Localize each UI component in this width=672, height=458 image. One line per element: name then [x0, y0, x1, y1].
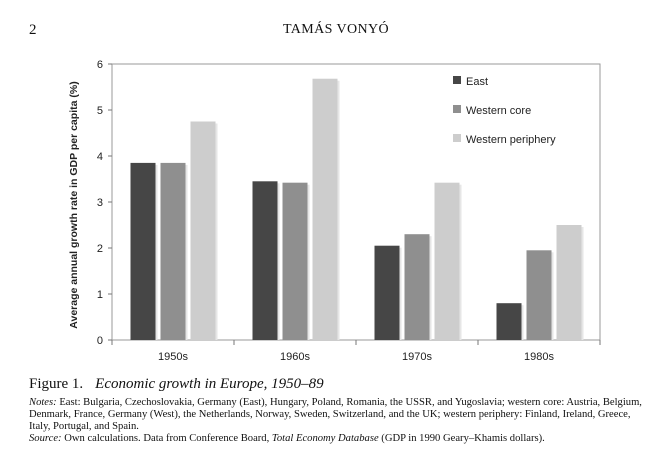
y-tick-label: 5: [97, 105, 103, 117]
figure-caption: Figure 1. Economic growth in Europe, 1950…: [29, 376, 324, 393]
legend-label: Western periphery: [466, 134, 556, 146]
source-text-end: (GDP in 1990 Geary–Khamis dollars).: [381, 433, 545, 444]
bar-western-core-1960s: [282, 182, 308, 340]
legend-swatch: [453, 134, 461, 142]
running-head: TAMÁS VONYÓ: [282, 22, 390, 37]
bar-western-periphery-1950s: [190, 121, 216, 340]
x-tick-label: 1960s: [280, 351, 310, 363]
legend-swatch: [453, 76, 461, 84]
bar-western-periphery-1980s: [556, 225, 582, 340]
figure-title: Economic growth in Europe, 1950–89: [95, 376, 324, 392]
x-tick-label: 1950s: [158, 351, 188, 363]
bar-western-periphery-1970s: [434, 182, 460, 340]
figure-label: Figure 1.: [29, 376, 84, 392]
bar-western-core-1980s: [526, 250, 552, 340]
bar-east-1960s: [252, 181, 278, 340]
bar-western-core-1950s: [160, 162, 186, 340]
page-number: 2: [29, 22, 37, 38]
y-tick-label: 6: [97, 59, 103, 71]
bar-east-1950s: [130, 162, 156, 340]
bar-east-1970s: [374, 245, 400, 340]
source-database: Total Economy Database: [271, 433, 379, 444]
bar-east-1980s: [496, 303, 522, 340]
notes-text: East: Bulgaria, Czechoslovakia, Germany …: [29, 397, 642, 432]
y-axis-label: Average annual growth rate in GDP per ca…: [68, 81, 80, 328]
legend-label: Western core: [466, 105, 531, 117]
legend-label: East: [466, 76, 488, 88]
y-tick-label: 0: [97, 335, 103, 347]
y-tick-label: 4: [97, 151, 103, 163]
source-text: Own calculations. Data from Conference B…: [64, 433, 270, 444]
legend-swatch: [453, 105, 461, 113]
y-tick-label: 2: [97, 243, 103, 255]
y-tick-label: 3: [97, 197, 103, 209]
figure-notes: Notes: East: Bulgaria, Czechoslovakia, G…: [29, 397, 649, 445]
bar-western-periphery-1960s: [312, 78, 338, 340]
y-tick-label: 1: [97, 289, 103, 301]
source-label: Source:: [29, 433, 62, 444]
bar-western-core-1970s: [404, 234, 430, 340]
bar-chart: 0 1 2 3 4 5 6 Average annual growth rate in GDP…: [68, 59, 601, 363]
notes-label: Notes:: [29, 397, 57, 408]
x-tick-label: 1980s: [524, 351, 554, 363]
x-tick-label: 1970s: [402, 351, 432, 363]
